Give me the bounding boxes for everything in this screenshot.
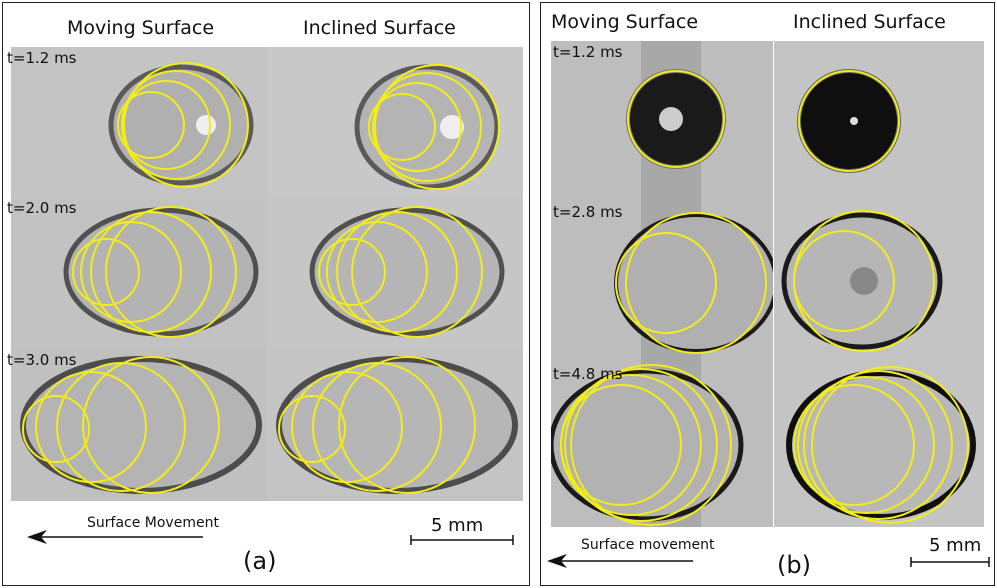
time-label-a-3: t=3.0 ms (7, 351, 77, 369)
scale-bar (910, 557, 990, 567)
header-inclined-surface: Inclined Surface (793, 11, 946, 33)
time-label-a-2: t=2.0 ms (7, 199, 77, 217)
panel-a: Moving Surface Inclined Surface (2, 2, 530, 586)
panel-label-b: (b) (777, 551, 811, 579)
surface-movement-label: Surface Movement (87, 515, 219, 531)
scale-bar-label: 5 mm (929, 535, 982, 556)
time-label-b-3: t=4.8 ms (553, 365, 623, 383)
scale-bar (410, 535, 514, 545)
photo-a-moving-t2 (11, 197, 267, 349)
left-arrow-icon (27, 530, 203, 544)
photo-b-inclined-t2 (774, 201, 984, 363)
photo-a-inclined-t2 (267, 197, 523, 349)
left-arrow-icon (547, 554, 693, 568)
panel-label-a: (a) (243, 547, 277, 575)
photo-b-moving-t2 (551, 201, 773, 363)
header-moving-surface: Moving Surface (67, 17, 215, 39)
time-label-b-2: t=2.8 ms (553, 203, 623, 221)
photo-b-inclined-t1 (774, 41, 984, 201)
photo-a-inclined-t3 (267, 349, 523, 501)
photo-a-moving-t1 (11, 47, 267, 197)
header-moving-surface: Moving Surface (551, 11, 699, 33)
photo-b-moving-t3 (551, 363, 773, 527)
scale-bar-label: 5 mm (431, 515, 484, 536)
header-inclined-surface: Inclined Surface (303, 17, 456, 39)
time-label-a-1: t=1.2 ms (7, 49, 77, 67)
photo-b-moving-t1 (551, 41, 773, 201)
photo-a-moving-t3 (11, 349, 267, 501)
panel-b: Moving Surface Inclined Surface (540, 2, 995, 586)
time-label-b-1: t=1.2 ms (553, 43, 623, 61)
photo-b-inclined-t3 (774, 363, 984, 527)
surface-movement-label: Surface movement (581, 537, 715, 553)
photo-a-inclined-t1 (267, 47, 523, 197)
